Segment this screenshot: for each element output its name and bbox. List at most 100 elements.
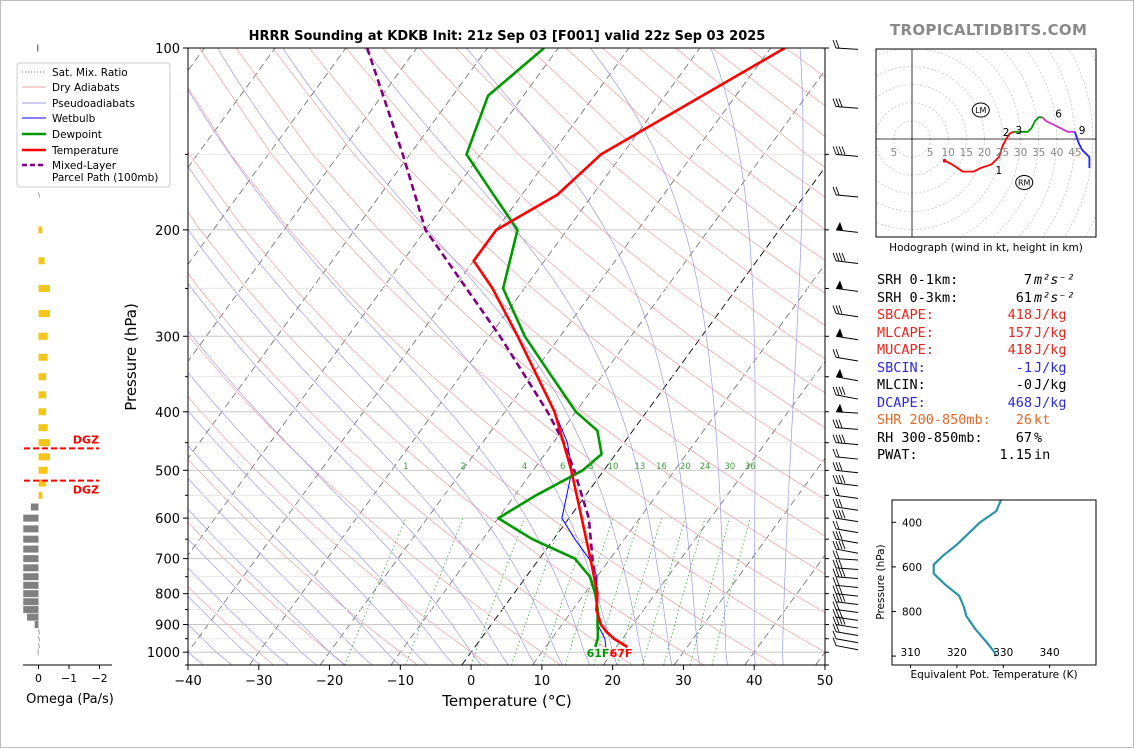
omega-tick-label: −1 (61, 672, 77, 685)
mixing-ratio-line (711, 518, 751, 665)
barb-feather (835, 186, 840, 196)
omega-bar (23, 581, 39, 589)
barb-feather (835, 434, 840, 443)
omega-bar (37, 648, 39, 656)
stat-row: MUCAPE: 418 J/kg (877, 342, 1097, 360)
barb-feather (835, 550, 840, 559)
barb-staff (835, 427, 859, 430)
omega-bar (38, 373, 47, 381)
barb-feather (832, 593, 837, 602)
wind-barb (832, 487, 859, 499)
barb-feather (838, 540, 843, 550)
dry-adiabat-line (345, 48, 825, 464)
x-tick-label: 40 (746, 674, 763, 689)
wind-barb (832, 474, 859, 487)
hodograph-ring-label: 40 (1050, 147, 1063, 159)
barb-feather (835, 98, 840, 107)
legend-label: Sat. Mix. Ratio (52, 67, 128, 79)
stat-value: 7 (1023, 272, 1032, 288)
barb-feather (841, 434, 846, 443)
barb-feather (835, 601, 840, 610)
stat-unit: J/kg (1034, 394, 1067, 411)
omega-bar (38, 424, 48, 432)
stat-value: 1.15 (999, 447, 1032, 463)
hodograph-height-label: 2 (1003, 127, 1010, 139)
skewt-x-axis-label: Temperature (°C) (441, 692, 571, 710)
y-tick-label: 500 (155, 464, 180, 479)
dry-adiabat-line (188, 272, 633, 665)
barb-staff (835, 376, 859, 382)
omega-bar (23, 590, 39, 598)
hodograph-segment (944, 138, 1007, 173)
omega-x-ticks: 0 −1 −2 (35, 665, 108, 685)
isotherm-line (188, 48, 630, 653)
pseudoadiabat-line (188, 283, 509, 665)
wind-barb (832, 520, 859, 534)
barb-staff (835, 624, 859, 629)
dry-adiabat-line (455, 48, 825, 360)
y-tick-label: 900 (155, 619, 180, 634)
wind-barb (832, 568, 859, 580)
barb-feather (835, 616, 840, 625)
pseudoadiabat-line (188, 595, 261, 665)
skewt-plot-border (187, 47, 826, 666)
stat-row: DCAPE: 468 J/kg (877, 395, 1097, 413)
isotherm-line (673, 457, 825, 665)
stat-row: SBCAPE: 418 J/kg (877, 307, 1097, 325)
stat-row: MLCIN: -0 J/kg (877, 377, 1097, 395)
barb-staff (835, 194, 859, 198)
barb-feather (832, 630, 837, 639)
barb-feather (841, 252, 846, 261)
stat-value: 26 (1015, 412, 1032, 428)
barb-feather (832, 98, 837, 107)
barb-feather (832, 448, 837, 458)
barb-feather (835, 609, 840, 618)
omega-bar (38, 192, 40, 198)
stat-label: PWAT: (877, 447, 918, 463)
isotherm-line (744, 554, 825, 665)
barb-feather (832, 550, 837, 559)
mixing-ratio-line (344, 518, 407, 665)
x-tick-label: −30 (245, 674, 272, 689)
barb-feather (838, 568, 843, 577)
stat-label: SHR 200-850mb: (877, 412, 991, 428)
wind-barb (832, 637, 859, 651)
barb-staff (835, 312, 859, 318)
barb-feather (835, 448, 840, 458)
theta-y-tick-label: 600 (902, 562, 922, 574)
mixing-ratio-label: 6 (560, 462, 565, 472)
stat-unit: J/kg (1034, 377, 1067, 393)
wind-barb (835, 368, 859, 382)
wind-barb (832, 146, 859, 157)
hodograph-ring-label: 45 (1068, 147, 1081, 159)
barb-staff (835, 356, 859, 362)
theta-x-tick-label: 330 (993, 647, 1013, 659)
barb-feather (835, 540, 840, 550)
pseudoadiabat-line (188, 445, 400, 665)
legend-label: Temperature (51, 145, 119, 157)
stat-value: 67 (1015, 429, 1032, 446)
dry-adiabat-line (188, 521, 346, 665)
storm-motion-label: LM (975, 106, 986, 115)
barb-staff (835, 442, 859, 446)
legend-label: Pseudoadiabats (52, 98, 135, 110)
hodograph-ring-label: 5 (927, 147, 934, 159)
omega-bar (38, 642, 40, 649)
stat-row: MLCAPE: 157 J/kg (877, 325, 1097, 343)
legend-label: Dry Adiabats (52, 82, 120, 94)
barb-feather (832, 637, 837, 646)
mixing-ratio-line (593, 518, 641, 665)
barb-feather (832, 146, 837, 155)
omega-bar (23, 535, 39, 543)
barb-feather (835, 386, 840, 395)
stat-value: 418 (1007, 342, 1032, 358)
dry-adiabat-line (188, 334, 561, 665)
dry-adiabat-line (188, 396, 490, 665)
brand-watermark: TROPICALTIDBITS.COM (890, 21, 1088, 39)
hodograph-segment (1074, 131, 1091, 168)
mixing-ratio-label: 13 (634, 462, 645, 472)
y-tick-label: 200 (155, 224, 180, 239)
hodograph-height-label: 1 (996, 165, 1003, 177)
barb-feather (835, 577, 840, 586)
omega-bar (23, 545, 39, 553)
